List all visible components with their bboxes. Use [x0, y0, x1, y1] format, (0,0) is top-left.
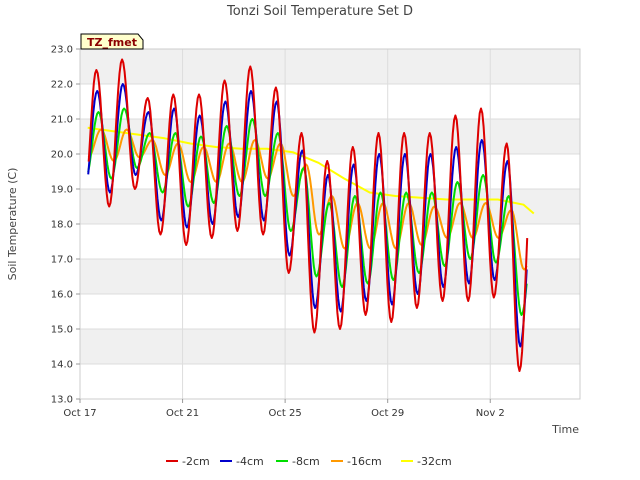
plot-band [80, 259, 580, 294]
series-line-minus-2cm [87, 58, 529, 372]
plot-band [80, 84, 580, 119]
x-tick-label: Oct 17 [63, 408, 96, 419]
legend-label: -4cm [236, 455, 264, 468]
plot-band [80, 224, 580, 259]
y-tick-label: 20.0 [51, 150, 73, 161]
tz-fmet-annotation: TZ_fmet [80, 33, 144, 50]
plot-band [80, 364, 580, 399]
legend: -2cm -4cm -8cm -16cm -32cm [166, 455, 452, 468]
y-tick-label: 14.0 [51, 360, 73, 371]
y-axis-label: Soil Temperature (C) [6, 168, 19, 281]
x-tick-label: Oct 29 [371, 408, 404, 419]
y-tick-label: 13.0 [51, 395, 73, 406]
series-line-minus-32cm [87, 126, 535, 215]
y-axis-ticks: 13.0 14.0 15.0 16.0 17.0 18.0 19.0 20.0 21.0 22.0… [51, 45, 80, 406]
plot-band [80, 119, 580, 154]
y-tick-label: 23.0 [51, 45, 73, 56]
legend-label: -16cm [347, 455, 382, 468]
y-tick-label: 22.0 [51, 80, 73, 91]
plot-band [80, 294, 580, 329]
legend-label: -2cm [182, 455, 210, 468]
y-tick-label: 15.0 [51, 325, 73, 336]
y-tick-label: 19.0 [51, 185, 73, 196]
x-tick-label: Nov 2 [476, 408, 505, 419]
x-tick-label: Oct 21 [166, 408, 199, 419]
y-tick-label: 21.0 [51, 115, 73, 126]
plot-band [80, 329, 580, 364]
x-axis-ticks: Oct 17 Oct 21 Oct 25 Oct 29 Nov 2 [63, 399, 505, 419]
y-tick-label: 16.0 [51, 290, 73, 301]
tz-fmet-label: TZ_fmet [87, 36, 137, 49]
y-tick-label: 18.0 [51, 220, 73, 231]
series-layer [87, 58, 535, 372]
x-axis-label: Time [551, 423, 579, 436]
legend-label: -8cm [292, 455, 320, 468]
legend-label: -32cm [417, 455, 452, 468]
plot-band [80, 49, 580, 84]
series-line-minus-16cm [87, 128, 528, 271]
y-tick-label: 17.0 [51, 255, 73, 266]
x-tick-label: Oct 25 [269, 408, 302, 419]
chart-title: Tonzi Soil Temperature Set D [226, 4, 413, 19]
